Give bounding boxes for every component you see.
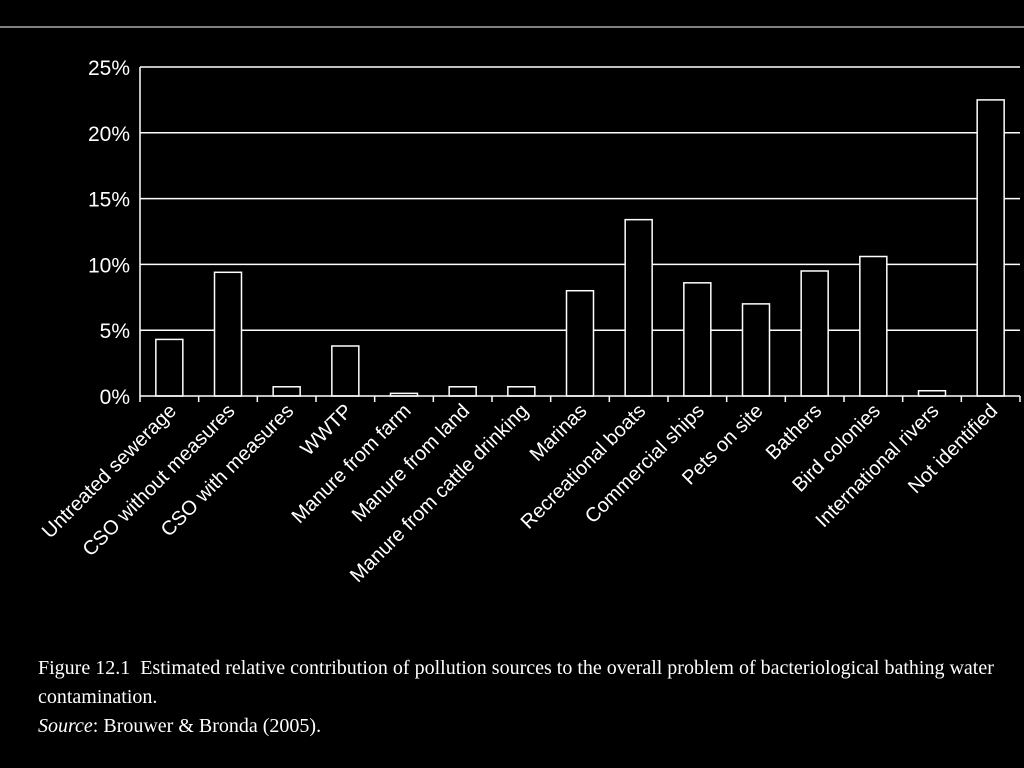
source-text: : Brouwer & Bronda (2005). <box>92 715 322 737</box>
y-tick-label: 25% <box>88 57 130 80</box>
y-tick-label: 5% <box>100 320 130 343</box>
y-tick-label: 15% <box>88 189 130 212</box>
source-label: Source <box>38 715 93 737</box>
bar <box>213 271 243 397</box>
bar <box>741 303 771 397</box>
bars <box>155 99 1005 397</box>
y-tick-label: 0% <box>100 386 130 409</box>
y-tick-labels: 0% 5% 10% 15% 20% 25% <box>88 57 130 409</box>
bar <box>976 99 1005 397</box>
bar <box>448 386 477 397</box>
gridlines <box>140 66 1020 331</box>
bar <box>683 282 712 397</box>
bar <box>331 345 360 397</box>
bar <box>800 270 829 397</box>
bar <box>507 386 536 397</box>
y-tick-label: 20% <box>88 123 130 146</box>
bar <box>624 218 653 397</box>
figure-caption: Figure 12.1 Estimated relative contribut… <box>38 654 1008 741</box>
bar <box>565 289 595 397</box>
bar <box>272 386 301 397</box>
caption-text: Estimated relative contribution of pollu… <box>38 657 994 708</box>
bar <box>859 255 888 397</box>
bar <box>917 389 947 397</box>
figure-label: Figure 12.1 <box>38 657 131 679</box>
y-tick-label: 10% <box>88 254 130 277</box>
bar <box>155 338 184 397</box>
axes <box>139 67 1021 402</box>
